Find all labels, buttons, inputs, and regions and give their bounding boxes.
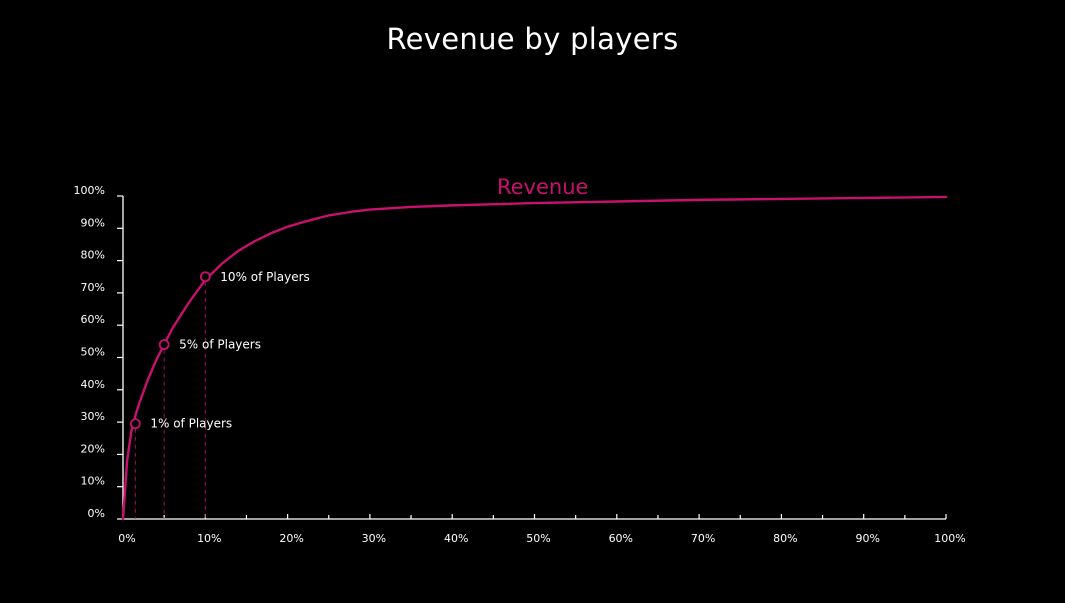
y-tick-label: 20%: [81, 442, 105, 455]
y-tick-label: 50%: [81, 346, 105, 359]
annotation-marker: [129, 418, 141, 430]
x-tick-label: 40%: [444, 532, 468, 545]
x-tick-label: 70%: [691, 532, 715, 545]
y-tick-label: 100%: [74, 184, 105, 197]
x-tick-label: 0%: [118, 532, 135, 545]
annotation-label: 1% of Players: [150, 417, 232, 431]
x-tick-label: 20%: [279, 532, 303, 545]
annotation-label: 5% of Players: [179, 338, 261, 352]
x-tick-label: 100%: [934, 532, 965, 545]
x-tick-label: 60%: [609, 532, 633, 545]
y-tick-label: 80%: [81, 249, 105, 262]
chart-title: Revenue by players: [386, 22, 679, 56]
series-label: Revenue: [497, 175, 588, 199]
annotations: 1% of Players 5% of Players 10% of Players: [129, 270, 310, 431]
x-tick-label: 10%: [197, 532, 221, 545]
series-layer: Revenue: [121, 175, 948, 521]
axes: 0% 10% 20% 30% 40% 50% 60% 70% 80% 90% 100% 0% 10% 20…: [74, 184, 966, 545]
y-tick-label: 60%: [81, 313, 105, 326]
y-tick-label: 0%: [88, 507, 105, 520]
y-tick-label: 70%: [81, 281, 105, 294]
y-tick-label: 40%: [81, 378, 105, 391]
annotation-marker: [158, 339, 170, 350]
x-tick-label: 90%: [855, 532, 879, 545]
x-tick-label: 50%: [526, 532, 550, 545]
annotation-marker: [199, 271, 211, 283]
y-tick-label: 10%: [81, 475, 105, 488]
x-tick-label: 80%: [773, 532, 797, 545]
y-tick-label: 90%: [81, 216, 105, 229]
x-tick-label: 30%: [362, 532, 386, 545]
revenue-line: [121, 195, 948, 521]
annotation-label: 10% of Players: [220, 270, 309, 284]
y-tick-label: 30%: [81, 410, 105, 423]
annotation-guides: [134, 281, 206, 519]
